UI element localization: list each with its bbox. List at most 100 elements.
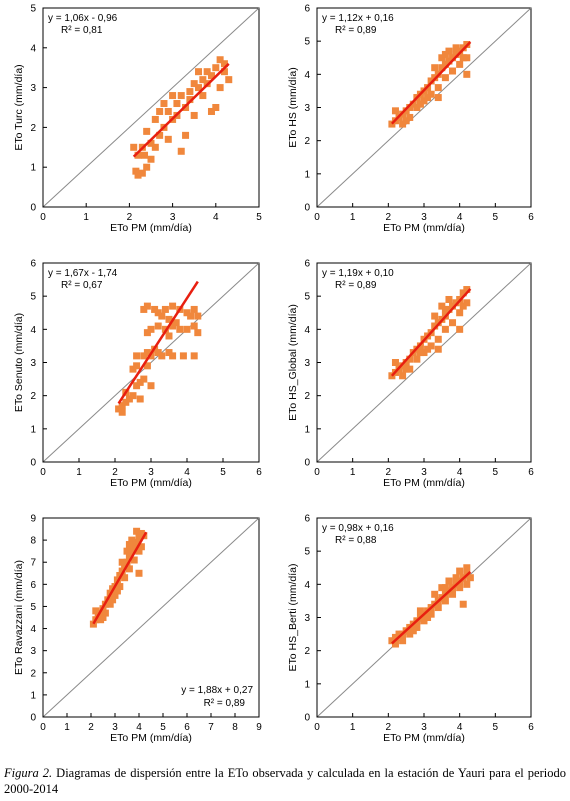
data-point xyxy=(177,147,185,155)
data-point xyxy=(135,569,143,577)
y-tick-label: 4 xyxy=(304,580,310,591)
data-point xyxy=(391,633,399,641)
regression-line xyxy=(390,41,472,125)
data-point xyxy=(143,302,151,310)
data-point xyxy=(190,80,198,88)
data-point xyxy=(190,322,198,330)
data-point xyxy=(427,77,435,85)
data-point xyxy=(176,325,184,333)
data-point xyxy=(391,640,399,648)
y-tick-label: 4 xyxy=(30,624,36,635)
data-point xyxy=(459,54,467,62)
identity-line xyxy=(42,517,260,718)
data-point xyxy=(158,312,166,320)
x-tick-label: 2 xyxy=(386,467,392,478)
data-point xyxy=(136,378,144,386)
data-point xyxy=(466,574,474,582)
data-point xyxy=(441,597,449,605)
y-tick-label: 2 xyxy=(30,123,36,134)
data-point xyxy=(125,552,133,560)
data-point xyxy=(216,84,224,92)
data-point xyxy=(165,332,173,340)
y-tick-label: 0 xyxy=(304,203,310,214)
data-point xyxy=(89,620,97,628)
data-point xyxy=(118,567,126,575)
data-point xyxy=(434,345,442,353)
data-point xyxy=(143,163,151,171)
data-point xyxy=(420,349,428,357)
data-point xyxy=(449,302,457,310)
data-point xyxy=(116,571,124,579)
data-point xyxy=(165,349,173,357)
regression-line xyxy=(391,571,472,645)
x-axis-label: ETo PM (mm/día) xyxy=(383,477,465,489)
data-point xyxy=(147,352,155,360)
x-tick-label: 4 xyxy=(457,722,463,733)
x-tick-label: 4 xyxy=(213,212,219,223)
x-axis-label: ETo PM (mm/día) xyxy=(383,732,465,744)
x-tick-label: 1 xyxy=(350,722,356,733)
y-tick-label: 5 xyxy=(30,602,36,613)
data-point xyxy=(173,100,181,108)
y-tick-label: 0 xyxy=(30,203,36,214)
regression-equation: y = 1,12x + 0,16 xyxy=(322,13,394,24)
y-tick-label: 2 xyxy=(304,136,310,147)
x-tick-label: 3 xyxy=(421,212,427,223)
data-point xyxy=(212,104,220,111)
data-point xyxy=(402,365,410,373)
data-point xyxy=(187,312,195,320)
x-tick-label: 6 xyxy=(528,722,534,733)
data-point xyxy=(135,534,143,542)
data-point xyxy=(99,614,107,621)
data-point xyxy=(402,107,410,115)
x-tick-label: 0 xyxy=(40,467,46,478)
data-point xyxy=(456,47,464,55)
y-tick-label: 1 xyxy=(30,424,36,435)
data-point xyxy=(216,56,224,64)
data-point xyxy=(179,352,187,360)
data-point xyxy=(431,64,439,72)
x-tick-label: 0 xyxy=(314,212,320,223)
data-point xyxy=(199,92,207,100)
data-point xyxy=(449,590,457,598)
identity-line xyxy=(316,262,532,463)
data-point xyxy=(125,395,133,403)
data-point xyxy=(156,107,164,115)
data-point xyxy=(133,352,141,360)
y-axis-label: ETo Ravazzani (mm/día) xyxy=(13,560,25,675)
data-point xyxy=(164,135,172,143)
x-tick-label: 0 xyxy=(314,467,320,478)
data-point xyxy=(143,362,151,370)
data-point xyxy=(143,127,151,135)
x-axis-label: ETo PM (mm/día) xyxy=(110,732,192,744)
x-tick-label: 3 xyxy=(112,722,118,733)
data-point xyxy=(452,50,460,58)
data-point xyxy=(441,325,449,333)
data-point xyxy=(156,131,164,139)
data-point xyxy=(431,312,439,320)
y-tick-label: 8 xyxy=(30,536,36,547)
data-point xyxy=(463,580,471,588)
data-point xyxy=(186,88,194,96)
x-tick-label: 3 xyxy=(170,212,176,223)
data-point xyxy=(143,329,151,337)
x-tick-label: 9 xyxy=(256,722,262,733)
y-tick-label: 5 xyxy=(304,292,310,303)
x-tick-label: 4 xyxy=(184,467,190,478)
data-point xyxy=(406,365,414,373)
data-point xyxy=(169,352,177,360)
data-point xyxy=(406,630,414,638)
data-point xyxy=(154,322,162,330)
regression-line xyxy=(390,288,472,377)
x-tick-label: 5 xyxy=(256,212,262,223)
data-point xyxy=(463,564,471,572)
data-point xyxy=(388,637,396,645)
y-tick-label: 6 xyxy=(30,580,36,591)
regression-equation: y = 1,19x + 0,10 xyxy=(322,268,394,279)
data-point xyxy=(420,617,428,625)
regression-equation: y = 1,06x - 0,96 xyxy=(48,13,118,24)
data-point xyxy=(199,76,207,84)
figure-caption-label: Figura 2. xyxy=(4,766,53,780)
x-tick-label: 5 xyxy=(493,722,499,733)
